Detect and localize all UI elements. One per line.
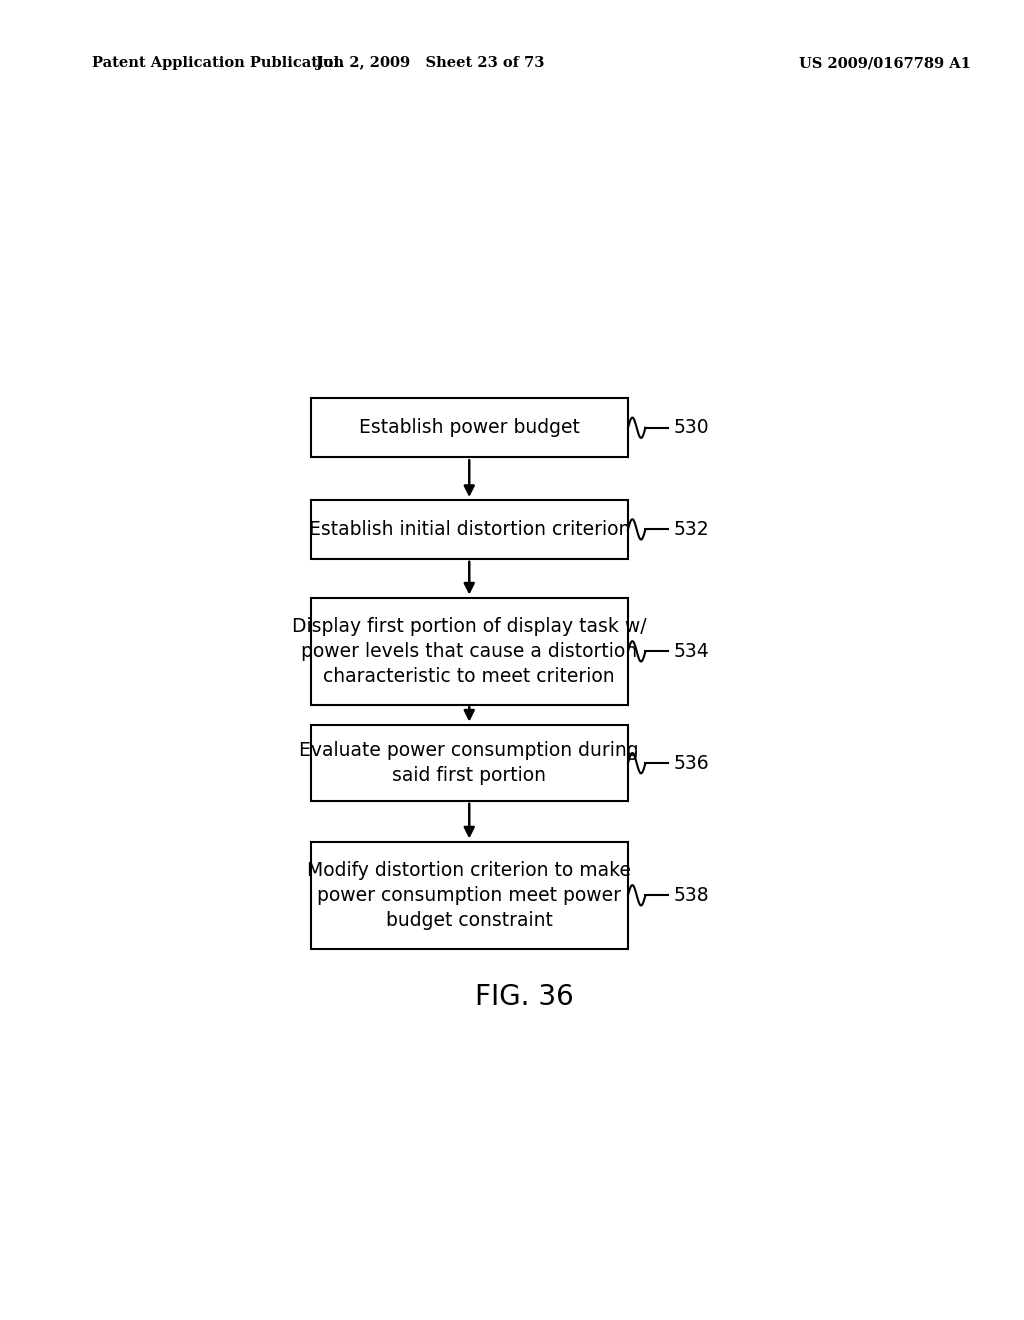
Text: Establish power budget: Establish power budget bbox=[358, 418, 580, 437]
FancyBboxPatch shape bbox=[310, 842, 628, 949]
Text: Patent Application Publication: Patent Application Publication bbox=[92, 57, 344, 70]
Text: US 2009/0167789 A1: US 2009/0167789 A1 bbox=[799, 57, 971, 70]
Text: 538: 538 bbox=[674, 886, 710, 904]
FancyBboxPatch shape bbox=[310, 598, 628, 705]
Text: Jul. 2, 2009   Sheet 23 of 73: Jul. 2, 2009 Sheet 23 of 73 bbox=[315, 57, 545, 70]
Text: Establish initial distortion criterion: Establish initial distortion criterion bbox=[308, 520, 630, 539]
FancyBboxPatch shape bbox=[310, 399, 628, 457]
Text: Display first portion of display task w/
power levels that cause a distortion
ch: Display first portion of display task w/… bbox=[292, 616, 646, 686]
Text: 532: 532 bbox=[674, 520, 710, 539]
Text: 530: 530 bbox=[674, 418, 710, 437]
Text: Evaluate power consumption during
said first portion: Evaluate power consumption during said f… bbox=[299, 741, 639, 785]
Text: Modify distortion criterion to make
power consumption meet power
budget constrai: Modify distortion criterion to make powe… bbox=[307, 861, 631, 929]
Text: FIG. 36: FIG. 36 bbox=[475, 983, 574, 1011]
FancyBboxPatch shape bbox=[310, 500, 628, 558]
Text: 534: 534 bbox=[674, 642, 710, 661]
Text: 536: 536 bbox=[674, 754, 710, 772]
FancyBboxPatch shape bbox=[310, 725, 628, 801]
